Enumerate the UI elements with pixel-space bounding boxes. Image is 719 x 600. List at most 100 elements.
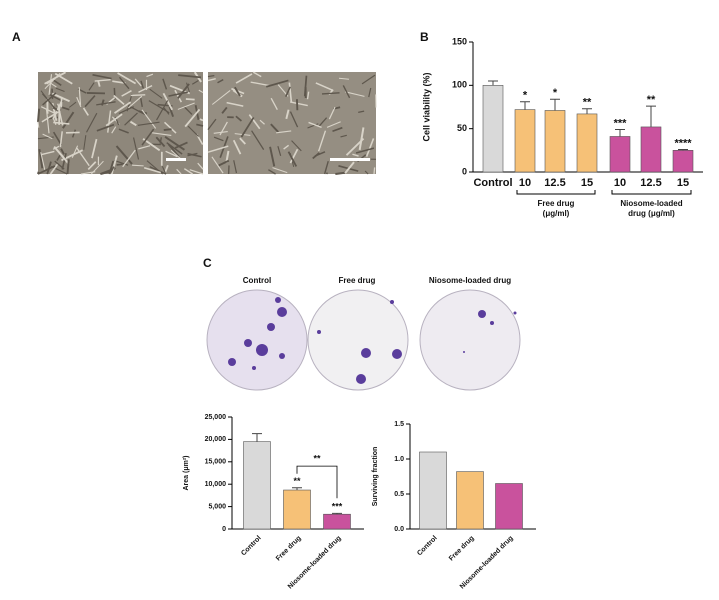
y-tick-label: 150 (452, 36, 467, 46)
bar (640, 126, 662, 173)
scale-bar (166, 158, 186, 161)
group-bracket (611, 190, 692, 195)
significance-label: ** (583, 97, 592, 109)
cell (117, 72, 137, 85)
bar (456, 471, 484, 530)
bar (323, 513, 351, 530)
cell (155, 136, 166, 148)
cell (38, 148, 44, 169)
cell (162, 78, 168, 90)
cell (277, 146, 282, 156)
bar (672, 150, 694, 173)
cell (146, 73, 154, 78)
cell (110, 155, 118, 175)
cell (161, 166, 167, 175)
error-bar (646, 105, 656, 127)
cell (287, 151, 298, 167)
x-tick-label: Free drug (275, 535, 303, 563)
cell (124, 112, 138, 126)
cell (250, 81, 271, 87)
cell (129, 120, 137, 127)
cell (198, 89, 204, 93)
cell (141, 128, 155, 146)
group-label: drug (μg/ml) (628, 209, 675, 218)
significance-label: * (553, 87, 558, 99)
significance-label: ** (647, 94, 656, 106)
cell (325, 172, 329, 175)
cell (270, 123, 279, 133)
cell (197, 162, 204, 170)
cell (207, 118, 217, 131)
cell (185, 98, 195, 101)
cell (373, 167, 376, 175)
cell (270, 97, 278, 111)
bar (576, 113, 598, 173)
cell (122, 149, 136, 168)
cell (86, 112, 98, 133)
cell (163, 121, 177, 134)
cell (321, 92, 340, 95)
cell (344, 161, 355, 174)
error-bar (252, 433, 262, 442)
cell (90, 160, 104, 175)
y-tick-label: 50 (457, 123, 467, 133)
cell (213, 131, 228, 134)
cell (138, 110, 148, 115)
cell (183, 168, 194, 175)
cell (116, 163, 123, 166)
group-label: Free drug (538, 199, 575, 208)
cell (61, 153, 67, 170)
cell (140, 80, 145, 89)
cell (355, 147, 375, 154)
significance-label: * (523, 90, 528, 102)
cell (317, 130, 327, 152)
cell (143, 167, 162, 174)
cell (151, 132, 172, 136)
y-tick-label: 100 (452, 80, 467, 90)
cell (177, 83, 190, 99)
x-tick-label: 12.5 (544, 177, 565, 189)
cell (187, 152, 202, 158)
cell (248, 114, 261, 130)
x-tick-label: Control (473, 177, 512, 189)
cell (340, 134, 347, 138)
cell (276, 130, 292, 134)
cell (97, 80, 101, 87)
cell (138, 84, 153, 93)
cell (60, 148, 65, 155)
cell (326, 121, 341, 128)
cell (167, 143, 180, 158)
colonies (228, 297, 517, 384)
y-tick-label: 1.0 (394, 456, 404, 463)
cell (332, 126, 343, 133)
cell (342, 85, 351, 99)
cell (184, 106, 193, 115)
cell (137, 121, 160, 126)
cell (178, 74, 202, 79)
cell (107, 110, 112, 133)
cell (218, 159, 230, 167)
error-bar (678, 148, 688, 151)
cell (162, 92, 173, 111)
cell (111, 126, 117, 134)
cell (176, 168, 182, 175)
cell (132, 164, 144, 167)
cell (41, 93, 59, 112)
cell (62, 111, 75, 129)
plate-caption: Niosome-loaded drug (429, 276, 511, 285)
panel-label: C (203, 256, 212, 270)
cell (76, 96, 82, 108)
cell (289, 101, 308, 107)
cell (259, 119, 265, 125)
cell (289, 111, 299, 128)
cell (283, 144, 290, 150)
cell (37, 108, 41, 123)
cell (40, 106, 56, 115)
cell (233, 160, 238, 174)
cell (54, 160, 65, 170)
cell (140, 97, 143, 108)
bar (243, 441, 271, 530)
cell (156, 100, 169, 121)
cell (240, 116, 255, 138)
